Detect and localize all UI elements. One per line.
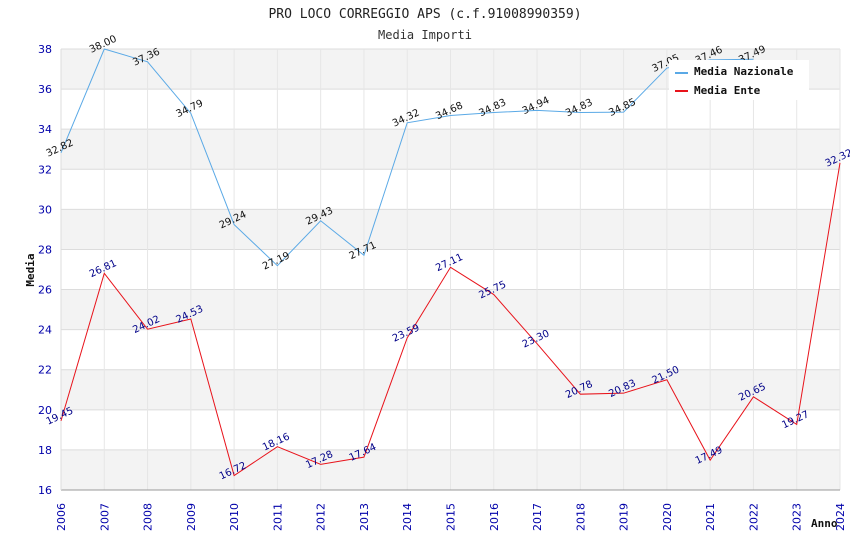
y-tick-label: 20 xyxy=(38,404,52,417)
legend: Media Nazionale Media Ente xyxy=(669,60,809,100)
x-tick-label: 2020 xyxy=(661,503,674,531)
data-label-nazionale: 27.19 xyxy=(261,250,292,272)
x-tick-label: 2008 xyxy=(142,503,155,531)
x-tick-label: 2014 xyxy=(401,503,414,531)
chart-subtitle: Media Importi xyxy=(378,28,472,42)
x-tick-label: 2012 xyxy=(315,503,328,531)
y-tick-label: 34 xyxy=(38,123,52,136)
data-label-nazionale: 34.85 xyxy=(607,97,638,119)
data-label-nazionale: 34.79 xyxy=(174,98,205,120)
data-labels: 32.8238.0037.3634.7929.2427.1929.4327.71… xyxy=(45,34,850,483)
legend-label-media-ente: Media Ente xyxy=(694,84,761,97)
x-tick-label: 2009 xyxy=(185,503,198,531)
x-tick-label: 2016 xyxy=(488,503,501,531)
y-tick-label: 28 xyxy=(38,243,52,256)
legend-label-media-nazionale: Media Nazionale xyxy=(694,65,794,78)
y-axis-label: Media xyxy=(24,253,37,286)
data-label-ente: 27.11 xyxy=(434,252,465,274)
y-tick-label: 26 xyxy=(38,284,52,297)
y-tick-label: 24 xyxy=(38,324,52,337)
data-label-nazionale: 34.68 xyxy=(434,100,465,122)
x-tick-label: 2018 xyxy=(574,503,587,531)
data-label-nazionale: 34.83 xyxy=(564,97,595,119)
data-label-nazionale: 34.94 xyxy=(521,95,552,117)
x-tick-label: 2015 xyxy=(445,503,458,531)
y-tick-label: 18 xyxy=(38,444,52,457)
x-tick-label: 2013 xyxy=(358,503,371,531)
x-tick-label: 2017 xyxy=(531,503,544,531)
x-tick-label: 2023 xyxy=(791,503,804,531)
x-axis-ticks: 2006 2007 2008 2009 2010 2011 2012 2013 2014 2015… xyxy=(55,503,847,531)
x-tick-label: 2011 xyxy=(271,503,284,531)
y-tick-label: 22 xyxy=(38,364,52,377)
series-group xyxy=(60,48,841,477)
series-line-media-nazionale xyxy=(60,48,754,267)
x-tick-label: 2006 xyxy=(55,503,68,531)
x-tick-label: 2010 xyxy=(228,503,241,531)
y-tick-label: 30 xyxy=(38,203,52,216)
y-tick-label: 32 xyxy=(38,163,52,176)
x-tick-label: 2007 xyxy=(98,503,111,531)
x-axis-label: Anno xyxy=(811,517,838,530)
x-tick-label: 2024 xyxy=(834,503,847,531)
x-tick-label: 2021 xyxy=(704,503,717,531)
y-tick-label: 36 xyxy=(38,83,52,96)
chart-title: PRO LOCO CORREGGIO APS (c.f.91008990359) xyxy=(268,7,581,22)
data-label-ente: 23.30 xyxy=(521,328,552,350)
x-tick-label: 2019 xyxy=(618,503,631,531)
legend-box xyxy=(669,60,809,100)
y-tick-label: 38 xyxy=(38,43,52,56)
y-tick-label: 16 xyxy=(38,484,52,497)
series-line-media-ente xyxy=(60,162,841,477)
data-label-nazionale: 34.83 xyxy=(477,97,508,119)
y-axis-ticks: 16 18 20 22 24 26 28 30 32 34 36 38 xyxy=(38,43,52,497)
x-tick-label: 2022 xyxy=(747,503,760,531)
data-label-ente: 19.27 xyxy=(780,409,811,431)
